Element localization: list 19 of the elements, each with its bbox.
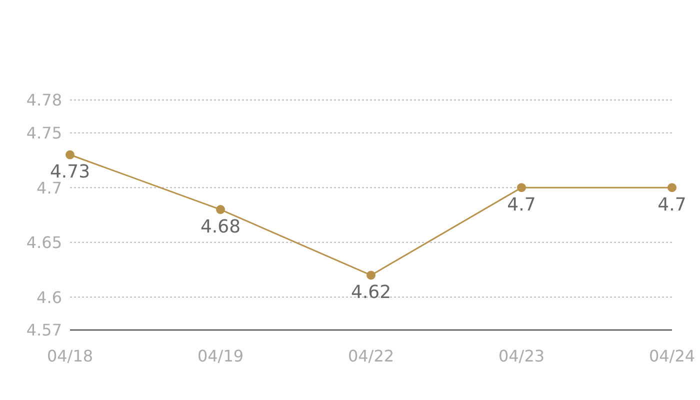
y-tick-label: 4.78 xyxy=(26,90,62,110)
data-label: 4.7 xyxy=(507,194,536,216)
x-tick-label: 04/23 xyxy=(498,346,545,366)
y-tick-label: 4.6 xyxy=(36,288,62,307)
x-tick-label: 04/18 xyxy=(46,346,94,366)
data-label: 4.62 xyxy=(350,282,392,304)
x-tick-label: 04/24 xyxy=(648,346,696,366)
x-tick-label: 04/19 xyxy=(197,346,244,366)
data-label: 4.7 xyxy=(658,194,686,216)
x-tick-label: 04/22 xyxy=(348,346,394,366)
point xyxy=(668,183,676,192)
y-tick-label: 4.65 xyxy=(26,233,62,252)
point xyxy=(66,150,74,160)
point xyxy=(216,205,225,214)
point xyxy=(517,183,526,192)
y-tick-label: 4.57 xyxy=(26,320,62,340)
y-tick-label: 4.75 xyxy=(26,124,62,143)
point xyxy=(366,270,376,280)
data-label: 4.68 xyxy=(200,216,241,238)
